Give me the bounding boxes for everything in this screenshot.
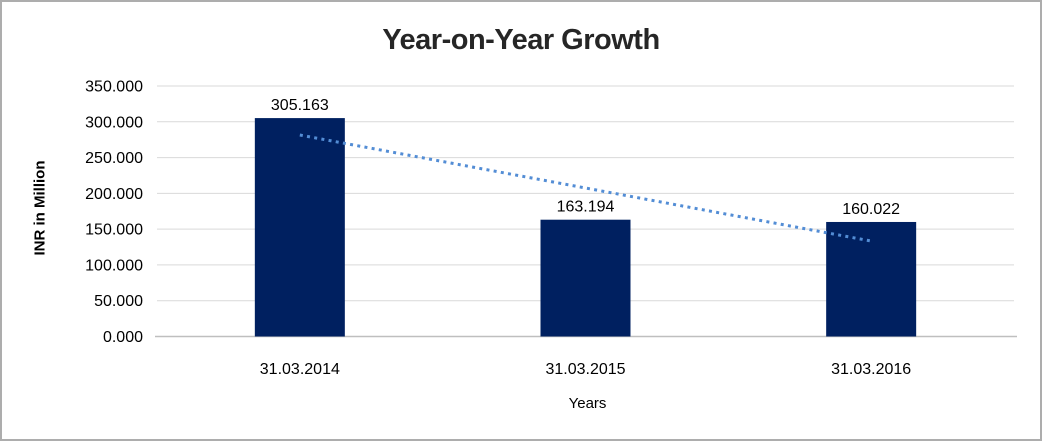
bar — [826, 221, 917, 337]
data-label: 160.022 — [842, 201, 900, 218]
chart-title: Year-on-Year Growth — [382, 24, 660, 56]
data-label: 163.194 — [557, 199, 615, 216]
x-tick-label: 31.03.2014 — [260, 361, 340, 378]
y-tick-label: 50.000 — [94, 293, 143, 310]
x-axis-title: Years — [568, 395, 607, 412]
bar — [254, 118, 345, 337]
y-tick-label: 300.000 — [85, 114, 143, 131]
y-tick-label: 100.000 — [85, 257, 143, 274]
y-tick-label: 150.000 — [85, 222, 143, 239]
x-tick-label: 31.03.2016 — [831, 361, 911, 378]
bar — [540, 219, 631, 337]
x-tick-label: 31.03.2015 — [545, 361, 625, 378]
y-tick-label: 250.000 — [85, 150, 143, 167]
y-tick-label: 200.000 — [85, 186, 143, 203]
data-label: 305.163 — [271, 97, 329, 114]
y-tick-label: 0.000 — [103, 329, 143, 346]
y-tick-label: 350.000 — [85, 79, 143, 96]
trendline — [299, 133, 872, 243]
